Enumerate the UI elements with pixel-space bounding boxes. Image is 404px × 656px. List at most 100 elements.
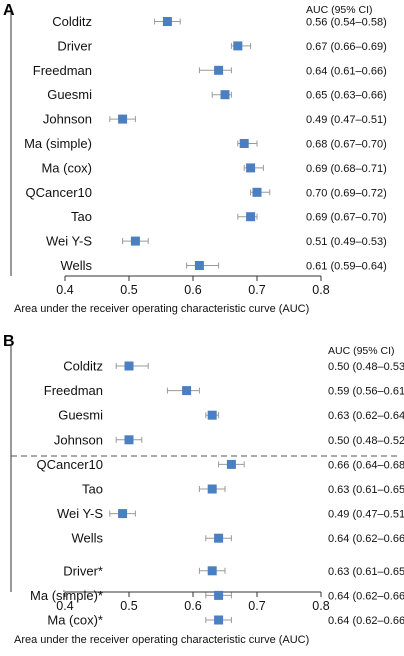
auc-point-marker bbox=[162, 17, 172, 26]
panel-b-row: Freedman 0.59 (0.56–0.61) bbox=[44, 383, 404, 398]
panel-b-row: Wei Y-S 0.49 (0.47–0.51) bbox=[57, 506, 404, 521]
study-label: Guesmi bbox=[47, 87, 92, 102]
study-label: Colditz bbox=[52, 14, 92, 29]
auc-point-marker bbox=[226, 459, 236, 469]
ci-value-text: 0.70 (0.69–0.72) bbox=[306, 187, 387, 199]
panel-b-letter: B bbox=[3, 333, 15, 350]
auc-point-marker bbox=[246, 163, 256, 173]
x-tick-label: 0.4 bbox=[56, 599, 73, 613]
panel-b-row: Ma (cox)* 0.64 (0.62–0.66) bbox=[47, 613, 404, 628]
ci-value-text: 0.50 (0.48–0.52) bbox=[328, 435, 404, 447]
auc-point-marker bbox=[194, 261, 204, 270]
panel-a-letter: A bbox=[3, 2, 15, 19]
study-label: Colditz bbox=[63, 359, 103, 374]
study-label: Ma (simple) bbox=[24, 136, 92, 151]
study-label: Wells bbox=[71, 531, 103, 546]
ci-value-text: 0.63 (0.61–0.65) bbox=[328, 566, 404, 578]
ci-value-text: 0.50 (0.48–0.53) bbox=[328, 361, 404, 373]
panel-a-row: Johnson 0.49 (0.47–0.51) bbox=[43, 112, 387, 127]
panel-b-row: Guesmi 0.63 (0.62–0.64) bbox=[58, 408, 404, 423]
study-label: Driver bbox=[57, 38, 92, 53]
x-tick-label: 0.8 bbox=[312, 599, 329, 613]
panel-a-row: Ma (cox) 0.69 (0.68–0.71) bbox=[41, 160, 386, 175]
study-label: QCancer10 bbox=[26, 185, 92, 200]
ci-value-text: 0.64 (0.62–0.66) bbox=[328, 590, 404, 602]
panel-a-x-axis-title: Area under the receiver operating charac… bbox=[14, 303, 309, 315]
ci-value-text: 0.68 (0.67–0.70) bbox=[306, 139, 387, 151]
ci-value-text: 0.49 (0.47–0.51) bbox=[306, 114, 387, 126]
auc-point-marker bbox=[214, 65, 224, 75]
ci-value-text: 0.63 (0.61–0.65) bbox=[328, 484, 404, 496]
panel-b-ci-header: AUC (95% CI) bbox=[328, 345, 395, 357]
auc-point-marker bbox=[118, 114, 128, 124]
x-tick-label: 0.8 bbox=[312, 283, 329, 297]
study-label: Guesmi bbox=[58, 408, 103, 423]
auc-point-marker bbox=[214, 615, 224, 625]
ci-value-text: 0.64 (0.62–0.66) bbox=[328, 533, 404, 545]
ci-value-text: 0.61 (0.59–0.64) bbox=[306, 261, 387, 273]
panel-a-row: Tao 0.69 (0.67–0.70) bbox=[71, 209, 387, 224]
panel-a-row: Guesmi 0.65 (0.63–0.66) bbox=[47, 87, 387, 102]
ci-value-text: 0.56 (0.54–0.58) bbox=[306, 17, 387, 29]
ci-value-text: 0.66 (0.64–0.68) bbox=[328, 459, 404, 471]
ci-value-text: 0.64 (0.61–0.66) bbox=[306, 65, 387, 77]
study-label: Johnson bbox=[43, 112, 92, 127]
study-label: Wei Y-S bbox=[46, 234, 92, 249]
panel-b-row: QCancer10 0.66 (0.64–0.68) bbox=[37, 457, 404, 472]
x-tick-label: 0.6 bbox=[184, 283, 201, 297]
auc-point-marker bbox=[182, 386, 192, 396]
study-label: Ma (simple)* bbox=[30, 588, 103, 603]
auc-point-marker bbox=[124, 435, 134, 445]
panel-a-row: Wei Y-S 0.51 (0.49–0.53) bbox=[46, 234, 387, 249]
ci-value-text: 0.59 (0.56–0.61) bbox=[328, 386, 404, 398]
panel-a: A AUC (95% CI) Colditz 0.56 (0.54–0.58) Dr… bbox=[3, 2, 387, 315]
auc-point-marker bbox=[220, 90, 230, 100]
ci-value-text: 0.51 (0.49–0.53) bbox=[306, 236, 387, 248]
panel-a-row: Colditz 0.56 (0.54–0.58) bbox=[52, 14, 386, 29]
study-label: Tao bbox=[71, 209, 92, 224]
study-label: Freedman bbox=[44, 383, 103, 398]
panel-b-row: Wells 0.64 (0.62–0.66) bbox=[71, 531, 404, 546]
ci-value-text: 0.65 (0.63–0.66) bbox=[306, 90, 387, 102]
ci-value-text: 0.63 (0.62–0.64) bbox=[328, 410, 404, 422]
panel-b-row: Driver* 0.63 (0.61–0.65) bbox=[63, 563, 404, 578]
auc-point-marker bbox=[124, 361, 134, 371]
auc-point-marker bbox=[118, 509, 128, 519]
panel-a-row: Freedman 0.64 (0.61–0.66) bbox=[33, 63, 387, 78]
auc-point-marker bbox=[214, 533, 224, 543]
panel-a-row: Wells 0.61 (0.59–0.64) bbox=[60, 258, 386, 273]
x-tick-label: 0.7 bbox=[248, 599, 265, 613]
ci-value-text: 0.69 (0.67–0.70) bbox=[306, 212, 387, 224]
auc-point-marker bbox=[130, 236, 140, 246]
study-label: QCancer10 bbox=[37, 457, 103, 472]
panel-b-row: Colditz 0.50 (0.48–0.53) bbox=[63, 359, 404, 374]
ci-value-text: 0.49 (0.47–0.51) bbox=[328, 509, 404, 521]
auc-point-marker bbox=[252, 187, 262, 197]
panel-b-row: Ma (simple)* 0.64 (0.62–0.66) bbox=[30, 588, 404, 603]
study-label: Wei Y-S bbox=[57, 506, 103, 521]
panel-a-row: Ma (simple) 0.68 (0.67–0.70) bbox=[24, 136, 387, 151]
auc-point-marker bbox=[239, 139, 249, 148]
x-tick-label: 0.5 bbox=[120, 599, 137, 613]
x-tick-label: 0.4 bbox=[56, 283, 73, 297]
x-tick-label: 0.7 bbox=[248, 283, 265, 297]
x-tick-label: 0.6 bbox=[184, 599, 201, 613]
panel-b-x-axis-title: Area under the receiver operating charac… bbox=[14, 634, 309, 646]
auc-point-marker bbox=[207, 484, 217, 494]
auc-point-marker bbox=[207, 410, 217, 420]
auc-point-marker bbox=[233, 41, 243, 51]
auc-point-marker bbox=[207, 566, 217, 576]
ci-value-text: 0.64 (0.62–0.66) bbox=[328, 615, 404, 627]
x-tick-label: 0.5 bbox=[120, 283, 137, 297]
ci-value-text: 0.69 (0.68–0.71) bbox=[306, 163, 387, 175]
panel-a-row: Driver 0.67 (0.66–0.69) bbox=[57, 38, 386, 53]
panel-b: B AUC (95% CI) Colditz 0.50 (0.48–0.53) Fr… bbox=[3, 333, 404, 646]
study-label: Freedman bbox=[33, 63, 92, 78]
study-label: Johnson bbox=[54, 432, 103, 447]
panel-b-row: Johnson 0.50 (0.48–0.52) bbox=[54, 432, 404, 447]
ci-value-text: 0.67 (0.66–0.69) bbox=[306, 41, 387, 53]
study-label: Ma (cox) bbox=[41, 160, 92, 175]
panel-a-ci-header: AUC (95% CI) bbox=[306, 4, 373, 16]
panel-b-row: Tao 0.63 (0.61–0.65) bbox=[82, 482, 404, 497]
